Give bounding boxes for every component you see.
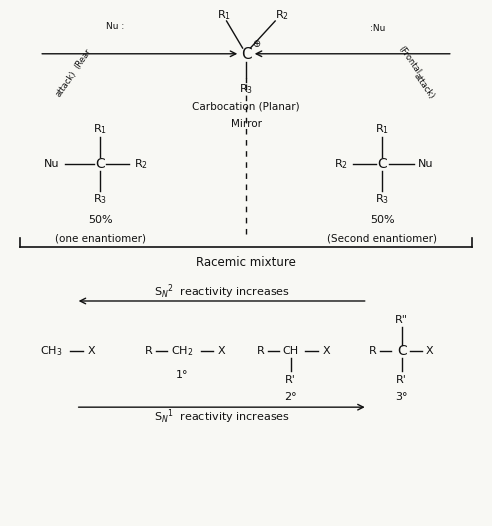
Text: R': R': [285, 375, 296, 385]
Text: R$_1$: R$_1$: [93, 122, 107, 136]
Text: C: C: [397, 345, 406, 359]
Text: Racemic mixture: Racemic mixture: [196, 257, 296, 269]
Text: 1°: 1°: [176, 370, 188, 380]
Text: R': R': [396, 375, 407, 385]
Text: R$_2$: R$_2$: [334, 157, 348, 171]
Text: S$_N$$^2$  reactivity increases: S$_N$$^2$ reactivity increases: [154, 282, 290, 301]
Text: X: X: [426, 347, 433, 357]
Text: Nu :: Nu :: [106, 23, 124, 32]
Text: attack): attack): [411, 72, 436, 100]
Text: $\oplus$: $\oplus$: [252, 38, 261, 49]
Text: X: X: [322, 347, 330, 357]
Text: :Nu: :Nu: [369, 24, 385, 33]
Text: CH$_3$: CH$_3$: [40, 345, 62, 358]
Text: 3°: 3°: [396, 392, 408, 402]
Text: R$_1$: R$_1$: [217, 8, 231, 22]
Text: Nu: Nu: [44, 159, 59, 169]
Text: Carbocation (Planar): Carbocation (Planar): [192, 102, 300, 112]
Text: Mirror: Mirror: [230, 118, 262, 128]
Text: 50%: 50%: [88, 215, 112, 225]
Text: S$_N$$^1$  reactivity increases: S$_N$$^1$ reactivity increases: [154, 407, 290, 426]
Text: C: C: [377, 157, 387, 171]
Text: R$_2$: R$_2$: [276, 8, 289, 22]
Text: R$_2$: R$_2$: [134, 157, 149, 171]
Text: 50%: 50%: [370, 215, 395, 225]
Text: attack): attack): [54, 69, 78, 98]
Text: (Rear: (Rear: [73, 47, 93, 71]
Text: R$_3$: R$_3$: [239, 82, 253, 96]
Text: R$_3$: R$_3$: [93, 193, 107, 206]
Text: R": R": [395, 315, 408, 325]
Text: CH: CH: [283, 347, 299, 357]
Text: 2°: 2°: [284, 392, 297, 402]
Text: C: C: [241, 47, 251, 62]
Text: Nu: Nu: [418, 159, 434, 169]
Text: R: R: [369, 347, 376, 357]
Text: CH$_2$: CH$_2$: [171, 345, 193, 358]
Text: (Second enantiomer): (Second enantiomer): [327, 233, 437, 243]
Text: R: R: [145, 347, 153, 357]
Text: C: C: [95, 157, 105, 171]
Text: R: R: [257, 347, 265, 357]
Text: (Frontal: (Frontal: [396, 44, 422, 76]
Text: X: X: [218, 347, 225, 357]
Text: X: X: [88, 347, 95, 357]
Text: (one enantiomer): (one enantiomer): [55, 233, 146, 243]
Text: R$_1$: R$_1$: [375, 122, 389, 136]
Text: R$_3$: R$_3$: [375, 193, 389, 206]
